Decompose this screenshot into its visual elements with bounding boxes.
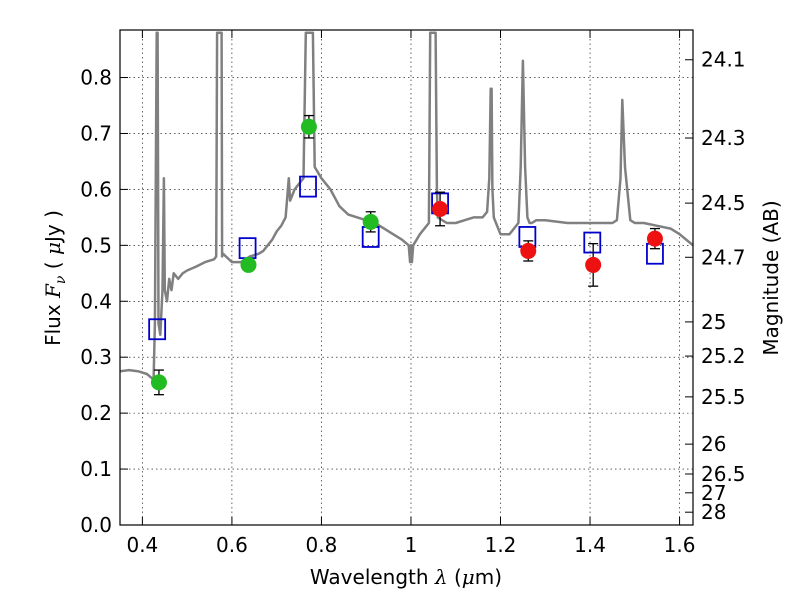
- observed-flux-point: [150, 374, 167, 391]
- y2-tick-label: 24.7: [701, 245, 746, 269]
- data-points: [148, 114, 664, 396]
- x-tick-label: 0.8: [306, 533, 338, 557]
- observed-flux-point: [520, 242, 537, 259]
- x-tick-label: 1.2: [485, 533, 517, 557]
- y2-tick-label: 25.2: [701, 344, 746, 368]
- y-tick-label: 0.7: [80, 121, 112, 145]
- model-photometry-square: [583, 231, 602, 254]
- observed-flux-point: [300, 118, 317, 135]
- x-tick-label: 0.6: [216, 533, 248, 557]
- y-tick-label: 0.6: [80, 177, 112, 201]
- y2-tick-label: 27: [701, 481, 726, 505]
- x-tick-label: 1: [405, 533, 418, 557]
- axis-ticks: [120, 30, 693, 526]
- tick-labels: 0.4 0.6 0.8 1 1.2 1.4 1.6 0.0 0.1 0.2 0.3 0.4 0.5 0.6…: [80, 48, 745, 557]
- y-tick-label: 0.3: [80, 345, 112, 369]
- y-tick-label: 0.0: [80, 513, 112, 537]
- observed-flux-point: [646, 230, 663, 247]
- y2-tick-label: 24.5: [701, 191, 746, 215]
- y-axis-label: Flux Fν ( μJy ): [41, 210, 69, 346]
- y-tick-label: 0.5: [80, 233, 112, 257]
- observed-flux-point: [432, 200, 449, 217]
- observed-flux-point: [362, 213, 379, 230]
- model-spectrum-layer: [120, 31, 693, 381]
- y2-tick-label: 24.1: [701, 48, 746, 72]
- y-tick-label: 0.1: [80, 457, 112, 481]
- y2-tick-label: 26: [701, 432, 726, 456]
- x-tick-label: 1.6: [664, 533, 696, 557]
- plot-area: [120, 30, 693, 525]
- model-photometry-square: [299, 175, 317, 198]
- y-tick-label: 0.8: [80, 66, 112, 90]
- observed-flux-point: [585, 256, 602, 273]
- model-photometry-square: [148, 318, 167, 341]
- observed-flux-point: [240, 256, 257, 273]
- y2-tick-label: 28: [701, 500, 726, 524]
- y-tick-label: 0.4: [80, 289, 112, 313]
- y2-axis-label: Magnitude (AB): [759, 200, 783, 355]
- y2-tick-label: 26.5: [701, 462, 746, 486]
- model-spectrum-line: [120, 31, 693, 381]
- plot-frame: [119, 29, 694, 526]
- y2-tick-label: 25.5: [701, 385, 746, 409]
- y-tick-label: 0.2: [80, 401, 112, 425]
- y2-tick-label: 24.3: [701, 126, 746, 150]
- x-tick-label: 1.4: [574, 533, 606, 557]
- x-axis-label: Wavelength λ (μm): [310, 565, 502, 589]
- x-tick-label: 0.4: [126, 533, 158, 557]
- y2-tick-label: 25: [701, 310, 726, 334]
